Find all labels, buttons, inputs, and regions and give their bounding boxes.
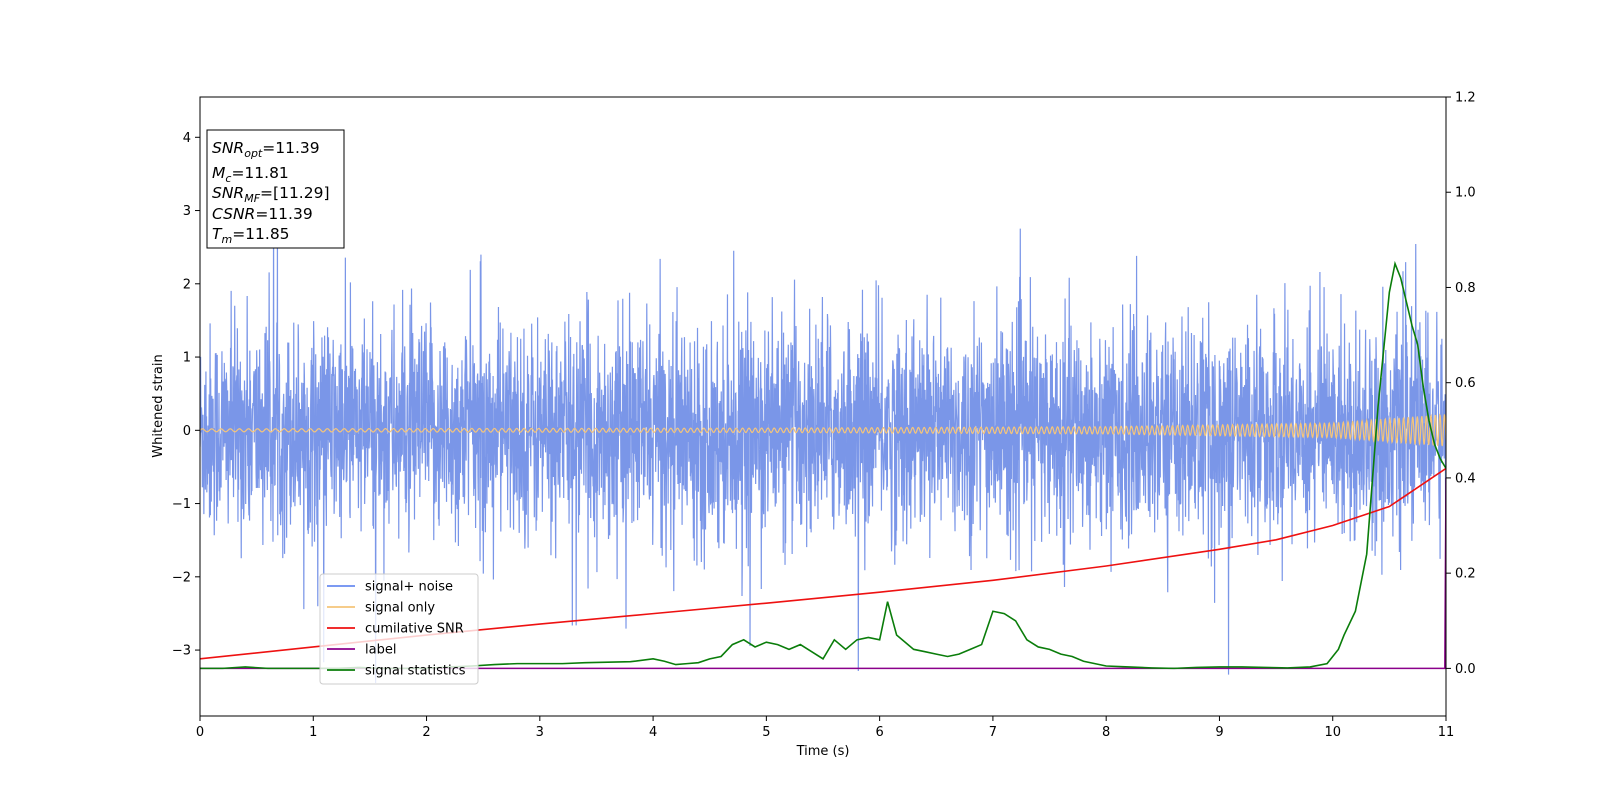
x-tick-label: 3 — [536, 725, 544, 740]
series-line-signal-statistics — [200, 260, 1446, 670]
info-box: SNRopt=11.39Mc=11.81SNRMF=[11.29]CSNR=11… — [206, 129, 345, 249]
info-line-value: =[11.29] — [260, 184, 329, 202]
y-left-tick-label: 3 — [183, 204, 191, 219]
y-right-tick-label: 0.6 — [1455, 376, 1476, 391]
x-tick-label: 6 — [875, 725, 883, 740]
y-right-tick-label: 1.0 — [1455, 186, 1476, 201]
y-left-tick-label: 4 — [183, 131, 191, 146]
legend-entry-label: signal statistics — [365, 664, 466, 679]
x-tick-label: 9 — [1215, 725, 1223, 740]
x-tick-label: 1 — [309, 725, 317, 740]
x-tick-label: 8 — [1102, 725, 1110, 740]
info-line: Tm=11.85 — [212, 225, 290, 246]
info-line-sub: c — [225, 172, 231, 185]
info-line-base: T — [212, 225, 223, 243]
info-line-value: =11.81 — [231, 164, 288, 182]
x-tick-label: 4 — [649, 725, 657, 740]
y-left-tick-label: −2 — [172, 570, 191, 585]
y-axis-label: Whitened strain — [151, 354, 166, 457]
legend-entry-label: signal+ noise — [365, 580, 453, 595]
y-right-tick-label: 0.2 — [1455, 567, 1476, 582]
info-line-sub: MF — [244, 192, 260, 205]
x-tick-label: 5 — [762, 725, 770, 740]
y-left-tick-label: 2 — [183, 277, 191, 292]
legend-entry-label: signal only — [365, 601, 435, 616]
x-tick-label: 7 — [989, 725, 997, 740]
info-line-base: M — [212, 164, 225, 182]
info-line-base: SNR — [212, 139, 244, 157]
series-line-signal-noise — [200, 211, 1446, 684]
x-tick-label: 10 — [1324, 725, 1341, 740]
legend-frame — [319, 573, 479, 685]
info-box-frame — [206, 129, 345, 249]
info-line-sub: opt — [244, 147, 263, 160]
y-left-tick-label: 1 — [183, 351, 191, 366]
y-left-tick-label: −1 — [172, 497, 191, 512]
y-left-tick-label: −3 — [172, 644, 191, 659]
x-tick-label: 2 — [422, 725, 430, 740]
info-line: CSNR=11.39 — [212, 205, 313, 223]
info-line: SNRMF=[11.29] — [212, 184, 330, 205]
info-line: SNRopt=11.39 — [212, 139, 320, 160]
y-right-tick-label: 0.4 — [1455, 471, 1476, 486]
info-line-base: SNR — [212, 184, 244, 202]
axes-frame — [199, 96, 1447, 717]
info-line-value: =11.39 — [262, 139, 319, 157]
y-right-tick-label: 1.2 — [1455, 91, 1476, 106]
info-line-sub: m — [221, 233, 232, 246]
info-line-value: =11.85 — [232, 225, 289, 243]
series-line-signal-only — [200, 413, 1446, 447]
x-axis-label: Time (s) — [796, 744, 850, 759]
legend-entry-label: label — [365, 643, 396, 658]
info-line-value: =11.39 — [255, 205, 312, 223]
y-axis-right: 0.0 0.2 0.4 0.6 0.8 1.0 1.2 — [1446, 91, 1476, 677]
y-right-tick-label: 0.8 — [1455, 281, 1476, 296]
x-tick-label: 11 — [1438, 725, 1455, 740]
y-right-tick-label: 0.0 — [1455, 662, 1476, 677]
y-left-tick-label: 0 — [183, 424, 191, 439]
x-axis: 0 1 2 3 4 5 6 7 8 9 10 11 — [196, 716, 1454, 740]
legend: signal+ noise signal only cumilative SNR la… — [319, 573, 479, 685]
x-tick-label: 0 — [196, 725, 204, 740]
info-line-base: CSNR — [212, 205, 255, 223]
info-line: Mc=11.81 — [212, 164, 289, 185]
y-axis-left: −3 −2 −1 0 1 2 3 4 — [172, 131, 200, 659]
legend-entry-label: cumilative SNR — [365, 622, 464, 637]
